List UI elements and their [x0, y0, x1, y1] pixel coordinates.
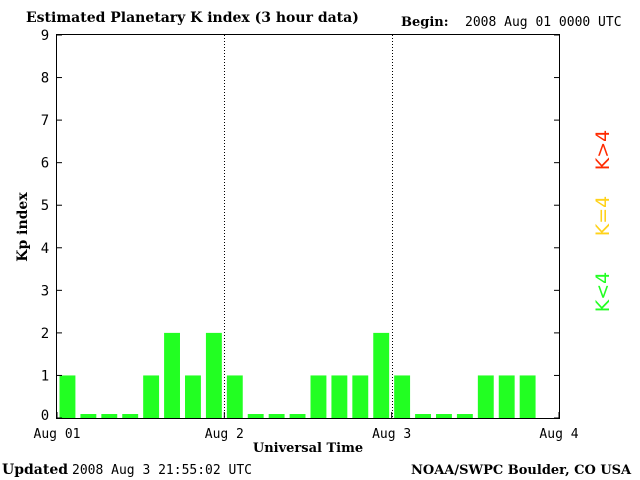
y-tick-label: 8: [41, 71, 49, 87]
kp-bar: [185, 375, 201, 418]
legend-low: K<4: [592, 272, 614, 312]
kp-bar: [205, 332, 222, 418]
y-tick-label: 1: [41, 368, 49, 384]
kp-bar: [226, 375, 243, 418]
y-tick-label: 9: [41, 28, 49, 44]
y-tick-label: 5: [41, 198, 49, 214]
x-axis-title: Universal Time: [253, 441, 363, 456]
x-tick-label: Aug 01: [34, 427, 81, 442]
kp-bar: [477, 375, 494, 418]
updated-label: Updated: [2, 462, 68, 478]
day-dividers: [224, 35, 393, 418]
kp-bar: [80, 414, 97, 418]
kp-bar: [143, 375, 160, 418]
kp-bar: [394, 375, 411, 418]
begin-label: Begin:: [401, 15, 449, 30]
updated-value: 2008 Aug 3 21:55:02 UTC: [72, 463, 252, 478]
legend-high: K>4: [592, 130, 614, 170]
kp-bar: [101, 414, 118, 418]
y-tick-label: 4: [41, 241, 49, 257]
kp-bar: [498, 375, 515, 418]
x-tick-label: Aug 4: [539, 427, 578, 442]
y-tick-label: 2: [41, 326, 49, 342]
kp-bar: [310, 375, 327, 418]
kp-bar: [122, 414, 139, 418]
kp-bar: [331, 375, 348, 418]
kp-bar: [164, 332, 180, 418]
kp-bar: [247, 414, 264, 418]
y-tick-label: 3: [41, 283, 49, 299]
kp-bar: [436, 414, 452, 418]
kp-bar: [352, 375, 369, 418]
kp-bar: [456, 414, 473, 418]
y-tick-label: 7: [41, 113, 49, 129]
kp-bar: [519, 375, 536, 418]
kp-bar: [415, 414, 431, 418]
chart-title: Estimated Planetary K index (3 hour data…: [26, 10, 359, 26]
begin-value: 2008 Aug 01 0000 UTC: [465, 15, 622, 30]
x-axis: Aug 01 Aug 2 Aug 3 Aug 4: [34, 412, 579, 442]
plot-frame: [56, 34, 560, 419]
kp-bars: [59, 332, 536, 418]
kp-bar: [59, 375, 76, 418]
y-tick-label: 0: [41, 408, 49, 424]
y-axis: 0 1 2 3 4 5 6 7 8 9: [41, 28, 559, 424]
x-tick-label: Aug 2: [205, 427, 244, 442]
legend-equal: K=4: [592, 196, 614, 236]
source-credit: NOAA/SWPC Boulder, CO USA: [411, 463, 632, 478]
y-axis-title: Kp index: [15, 192, 31, 262]
kp-bar: [289, 414, 306, 418]
kp-bar: [268, 414, 285, 418]
y-tick-label: 6: [41, 156, 49, 172]
kp-bar: [373, 332, 390, 418]
x-tick-label: Aug 3: [372, 427, 411, 442]
